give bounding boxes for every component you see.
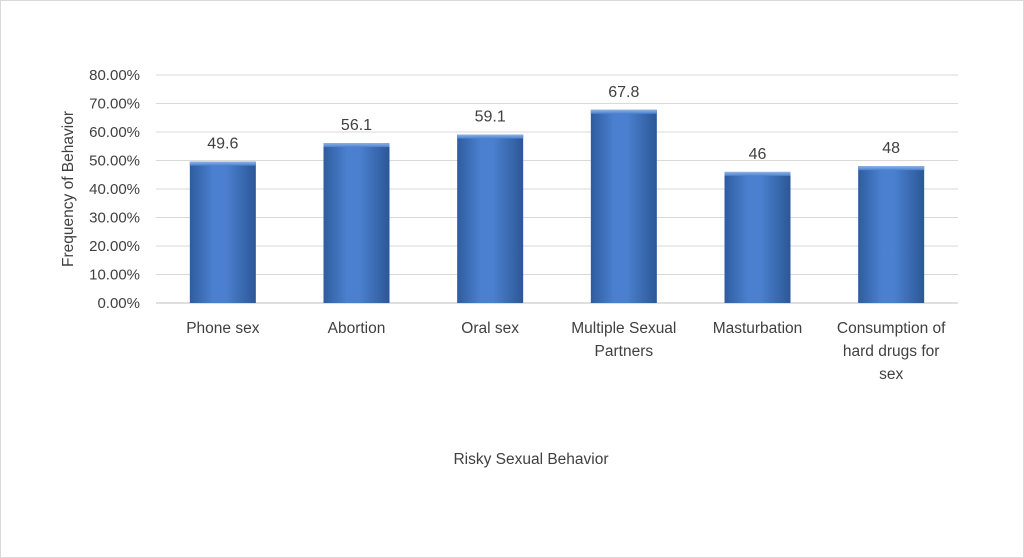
bar-highlight [323, 143, 390, 148]
x-tick-label: Masturbation [713, 320, 803, 337]
bar-highlight [189, 161, 256, 166]
bar [724, 171, 791, 303]
x-tick-label: Consumption of hard drugs for sex [837, 320, 946, 383]
y-tick-label: 40.00% [89, 181, 140, 198]
y-tick-label: 50.00% [89, 153, 140, 170]
bar [189, 161, 256, 303]
data-label: 67.8 [608, 84, 639, 101]
data-label: 46 [749, 146, 767, 163]
bar-highlight [457, 134, 524, 139]
bar [590, 109, 657, 304]
x-tick-label: Oral sex [461, 320, 519, 337]
x-axis-title: Risky Sexual Behavior [453, 451, 608, 468]
x-tick-label: Phone sex [186, 320, 259, 337]
data-labels: 49.6 56.1 59.1 67.8 46 48 [207, 84, 900, 163]
x-tick-label: Abortion [328, 320, 386, 337]
y-axis-title: Frequency of Behavior [60, 111, 77, 267]
bar-highlight [590, 109, 657, 114]
bar-highlight [858, 166, 925, 171]
y-tick-label: 10.00% [89, 267, 140, 284]
y-tick-label: 80.00% [89, 67, 140, 84]
x-axis-categories: Phone sex Abortion Oral sex Multiple Sexual… [186, 320, 946, 383]
y-tick-label: 20.00% [89, 238, 140, 255]
bar [323, 143, 390, 303]
bar [858, 166, 925, 303]
data-label: 48 [882, 140, 900, 157]
gridlines [156, 74, 958, 304]
x-tick-label: Multiple Sexual Partners [571, 320, 676, 360]
data-label: 49.6 [207, 136, 238, 153]
y-tick-label: 60.00% [89, 124, 140, 141]
bar [457, 134, 524, 303]
y-axis-ticks: 0.00% 10.00% 20.00% 30.00% 40.00% 50.00% 60.00… [89, 67, 140, 312]
y-tick-label: 70.00% [89, 96, 140, 113]
data-label: 56.1 [341, 117, 372, 134]
y-tick-label: 30.00% [89, 210, 140, 227]
bar-highlight [724, 171, 791, 176]
bars [189, 109, 925, 304]
data-label: 59.1 [475, 109, 506, 126]
y-tick-label: 0.00% [97, 295, 140, 312]
